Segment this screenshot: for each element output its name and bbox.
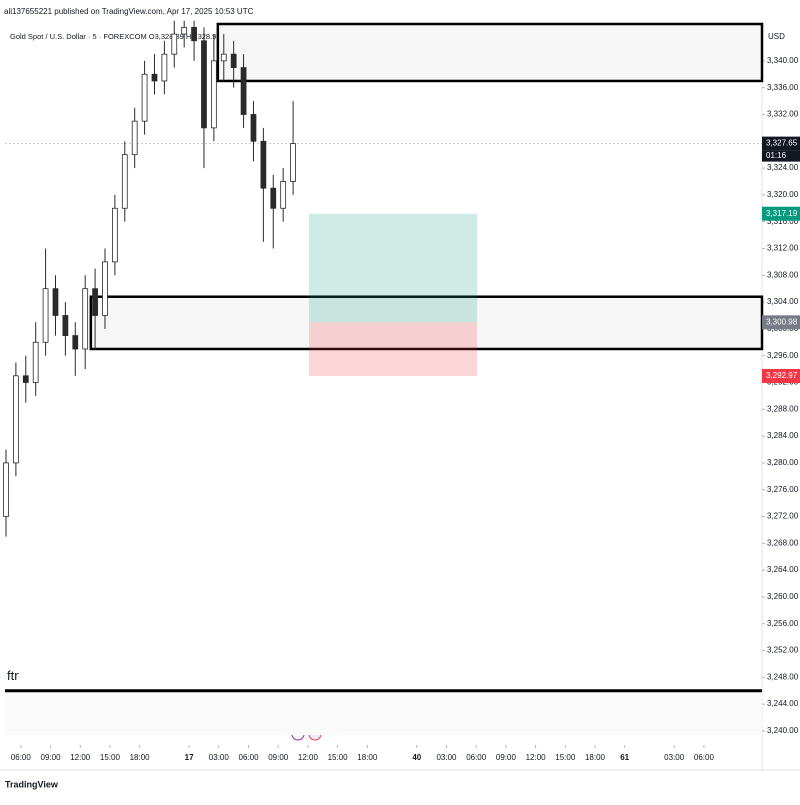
y-tick-label: 3,272.00 <box>767 512 799 521</box>
y-tick-label: 3,284.00 <box>767 431 799 440</box>
y-tick-label: 3,324.00 <box>767 163 799 172</box>
candle-body <box>62 315 69 336</box>
hline-area <box>5 690 762 735</box>
y-tick-label: 3,296.00 <box>767 351 799 360</box>
y-tick-label: 3,248.00 <box>767 672 799 681</box>
countdown: 01:16 <box>766 151 787 160</box>
candle-body <box>270 187 277 209</box>
y-tick-label: 3,332.00 <box>767 110 799 119</box>
x-tick-label: 03:00 <box>664 753 685 762</box>
x-tick-label: 40 <box>412 753 421 762</box>
y-tick-label: 3,336.00 <box>767 83 799 92</box>
hline-label: ftr <box>7 668 19 683</box>
candle-body <box>52 288 59 316</box>
y-tick-label: 3,280.00 <box>767 458 799 467</box>
x-tick-label: 18:00 <box>585 753 606 762</box>
candle-body <box>250 114 257 142</box>
x-tick-label: 03:00 <box>209 753 230 762</box>
y-tick-label: 3,312.00 <box>767 244 799 253</box>
y-tick-label: 3,308.00 <box>767 270 799 279</box>
footer: TradingView <box>5 779 59 789</box>
x-tick-label: 09:00 <box>268 753 289 762</box>
x-tick-label: 12:00 <box>70 753 91 762</box>
y-tick-label: 3,276.00 <box>767 485 799 494</box>
candle-body <box>240 67 247 115</box>
candle-body <box>121 154 128 209</box>
candle-body <box>220 53 227 62</box>
candle-body <box>191 26 197 42</box>
candle-body <box>260 140 267 189</box>
y-tick-label: 3,320.00 <box>767 190 799 199</box>
countdown-bg <box>762 150 800 162</box>
stop-badge <box>762 368 800 383</box>
y-tick-label: 3,244.00 <box>767 699 799 708</box>
candle-body <box>290 143 296 182</box>
x-tick-label: 15:00 <box>328 753 349 762</box>
last-price-badge-label: 3,327.65 <box>766 139 798 148</box>
x-tick-label: 06:00 <box>239 753 260 762</box>
x-tick-label: 06:00 <box>694 753 715 762</box>
stop-badge-label: 3,292.97 <box>766 371 798 380</box>
candle-body <box>230 53 237 68</box>
zone <box>89 295 764 351</box>
profit-zone <box>308 213 478 323</box>
y-tick-label: 3,304.00 <box>767 297 799 306</box>
target-badge-label: 3,317.19 <box>766 209 798 218</box>
last-price-badge <box>762 136 800 151</box>
candle-body <box>280 181 287 209</box>
y-tick-label: 3,240.00 <box>767 726 799 735</box>
y-tick-label: 3,252.00 <box>767 646 799 655</box>
legend: Gold Spot / U.S. Dollar · 5 · FOREXCOM O… <box>10 32 347 41</box>
x-tick-label: 17 <box>185 753 194 762</box>
x-tick-label: 03:00 <box>436 753 457 762</box>
candle-body <box>161 53 168 82</box>
candle-body <box>82 288 89 350</box>
candle-body <box>171 33 178 55</box>
currency: USD <box>768 32 785 41</box>
y-tick-label: 3,264.00 <box>767 565 799 574</box>
target-badge <box>762 206 800 221</box>
candle-body <box>211 60 217 129</box>
zone <box>216 22 764 83</box>
candle-body <box>32 341 39 383</box>
candle-body <box>92 288 98 316</box>
candle-body <box>72 335 79 350</box>
y-tick-label: 3,340.00 <box>767 56 799 65</box>
loss-zone <box>308 322 478 376</box>
header: ali137655221 published on TradingView.co… <box>4 7 254 16</box>
x-tick-label: 18:00 <box>357 753 378 762</box>
y-tick-label: 3,316.00 <box>767 217 799 226</box>
x-tick-label: 15:00 <box>100 753 121 762</box>
candle-body <box>102 261 108 316</box>
entry-badge-label: 3,300.98 <box>766 317 798 326</box>
candle-body <box>181 26 188 35</box>
candle-body <box>13 375 19 464</box>
x-tick-label: 18:00 <box>130 753 151 762</box>
candle-body <box>131 120 138 156</box>
entry-badge <box>762 315 800 330</box>
candle-body <box>112 207 118 263</box>
x-tick-label: 09:00 <box>41 753 62 762</box>
candle-body <box>141 73 148 122</box>
y-tick-label: 3,288.00 <box>767 404 799 413</box>
x-tick-label: 12:00 <box>298 753 319 762</box>
x-tick-label: 61 <box>620 753 629 762</box>
x-tick-label: 06:00 <box>11 753 32 762</box>
x-tick-label: 15:00 <box>555 753 576 762</box>
candle-body <box>22 375 29 383</box>
candle-body <box>201 40 207 129</box>
candle-body <box>151 73 158 82</box>
candle-body <box>42 288 49 343</box>
x-tick-label: 09:00 <box>496 753 517 762</box>
x-tick-label: 06:00 <box>466 753 487 762</box>
y-tick-label: 3,260.00 <box>767 592 799 601</box>
x-tick-label: 12:00 <box>526 753 547 762</box>
candle-body <box>3 462 9 517</box>
y-tick-label: 3,268.00 <box>767 538 799 547</box>
y-tick-label: 3,256.00 <box>767 619 799 628</box>
